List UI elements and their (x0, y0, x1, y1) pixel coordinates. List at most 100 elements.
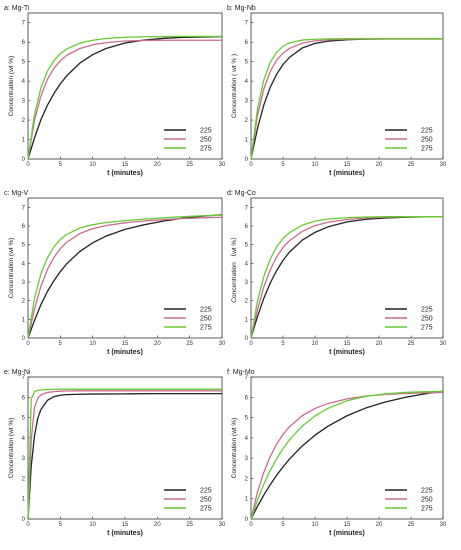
legend-label-250: 250 (421, 316, 433, 323)
y-tick-label: 0 (22, 336, 26, 342)
series-line-275 (250, 390, 444, 520)
chart-panel-3: c: Mg-V 0 5 10 15 20 25 30 0 1 2 3 4 5 6 7 t (minutes) Co… (4, 190, 226, 356)
x-tick-label: 25 (186, 341, 193, 347)
x-tick-label: 0 (249, 341, 253, 347)
x-tick-label: 15 (344, 522, 351, 528)
x-axis-label: t (minutes) (329, 349, 365, 356)
legend-label-225: 225 (200, 488, 212, 495)
series-line-250 (27, 216, 223, 339)
x-tick-label: 20 (154, 341, 161, 347)
x-tick-label: 30 (219, 522, 226, 528)
x-tick-label: 10 (89, 162, 96, 168)
x-tick-label: 20 (154, 162, 161, 168)
chart-panel-4: d: Mg-Co 0 5 10 15 20 25 30 0 1 2 3 4 5 6 7 t (minutes) C… (227, 190, 447, 356)
legend-label-225: 225 (200, 128, 212, 135)
y-tick-label: 6 (22, 40, 26, 46)
x-axis-label: t (minutes) (107, 349, 143, 356)
x-tick-label: 15 (122, 162, 129, 168)
y-tick-label: 5 (245, 243, 249, 249)
series-line-225 (27, 392, 222, 520)
x-tick-label: 15 (344, 341, 351, 347)
x-tick-label: 20 (376, 522, 383, 528)
legend-label-275: 275 (200, 146, 212, 153)
legend-label-250: 250 (200, 497, 212, 504)
y-tick-label: 2 (22, 299, 26, 305)
x-tick-label: 10 (312, 522, 319, 528)
x-tick-label: 10 (312, 341, 319, 347)
y-tick-label: 1 (245, 317, 249, 323)
x-tick-label: 10 (89, 341, 96, 347)
y-tick-label: 4 (22, 79, 26, 85)
x-tick-label: 20 (376, 341, 383, 347)
y-tick-label: 5 (22, 60, 26, 66)
series-line-250 (27, 39, 222, 160)
y-tick-label: 2 (245, 476, 249, 482)
y-tick-label: 5 (245, 416, 249, 422)
x-axis-label: t (minutes) (107, 170, 143, 177)
x-tick-label: 30 (440, 162, 447, 168)
x-tick-label: 20 (154, 522, 161, 528)
legend-label-275: 275 (200, 325, 212, 332)
chart-panel-2: b: Mg-Nb 0 5 10 15 20 25 30 0 1 2 3 4 5 6 7 t (minutes) C… (227, 5, 447, 177)
series-line-275 (250, 38, 443, 160)
panel-title: b: Mg-Nb (227, 5, 256, 12)
x-tick-label: 5 (59, 341, 63, 347)
y-tick-label: 6 (245, 40, 249, 46)
x-tick-label: 25 (408, 162, 415, 168)
x-tick-label: 5 (281, 522, 285, 528)
y-axis-label: Concentration （wt %） (230, 233, 238, 302)
y-tick-label: 0 (245, 517, 249, 523)
x-tick-label: 0 (249, 522, 253, 528)
legend-label-275: 275 (421, 506, 433, 513)
series-line-250 (250, 391, 444, 520)
x-tick-label: 0 (26, 522, 30, 528)
y-tick-label: 3 (245, 280, 249, 286)
series-line-275 (27, 388, 222, 520)
x-tick-label: 5 (281, 162, 285, 168)
chart-panel-5: e: Mg-Ni 0 5 10 15 20 25 30 0 1 2 3 4 5 6 7 t (minutes) C… (4, 369, 226, 537)
y-tick-label: 2 (22, 118, 26, 124)
x-axis-label: t (minutes) (329, 170, 365, 177)
x-tick-label: 5 (59, 162, 63, 168)
y-axis-label: Concentration ( wt % ) (231, 54, 238, 118)
y-tick-label: 1 (245, 138, 249, 144)
y-tick-label: 1 (245, 497, 249, 503)
y-tick-label: 6 (22, 224, 26, 230)
y-tick-label: 5 (245, 60, 249, 66)
x-tick-label: 5 (281, 341, 285, 347)
y-tick-label: 0 (245, 336, 249, 342)
series-line-275 (27, 35, 222, 160)
x-tick-label: 0 (26, 341, 30, 347)
y-tick-label: 3 (22, 280, 26, 286)
y-tick-label: 2 (245, 118, 249, 124)
y-tick-label: 4 (245, 436, 249, 442)
y-tick-label: 4 (245, 261, 249, 267)
y-axis-label: Concentration (wt %) (8, 418, 15, 479)
panel-title: e: Mg-Ni (4, 369, 31, 376)
y-axis-label: Concentration (wt %) (8, 56, 15, 117)
y-tick-label: 6 (245, 395, 249, 401)
chart-panel-1: a: Mg-Ti 0 5 10 15 20 25 30 0 1 2 3 4 5 6 7 t (minutes) C… (4, 5, 226, 177)
y-axis-label: Concentration (wt %) (8, 238, 15, 299)
y-tick-label: 7 (22, 21, 26, 27)
series-line-275 (250, 216, 443, 339)
panel-title: f: Mg-Mo (227, 369, 255, 376)
plot-frame (250, 12, 444, 160)
y-tick-label: 3 (245, 99, 249, 105)
y-tick-label: 0 (245, 157, 249, 163)
series-line-250 (27, 390, 222, 520)
y-tick-label: 7 (245, 21, 249, 27)
y-tick-label: 2 (245, 299, 249, 305)
series-line-225 (250, 390, 444, 520)
y-tick-label: 7 (22, 205, 26, 211)
y-tick-label: 3 (22, 99, 26, 105)
x-tick-label: 30 (440, 522, 447, 528)
series-line-250 (250, 216, 443, 339)
x-tick-label: 0 (249, 162, 253, 168)
series-line-225 (27, 35, 223, 160)
panel-title: c: Mg-V (4, 190, 28, 197)
x-tick-label: 25 (408, 341, 415, 347)
x-axis-label: t (minutes) (329, 530, 365, 537)
y-tick-label: 5 (22, 416, 26, 422)
